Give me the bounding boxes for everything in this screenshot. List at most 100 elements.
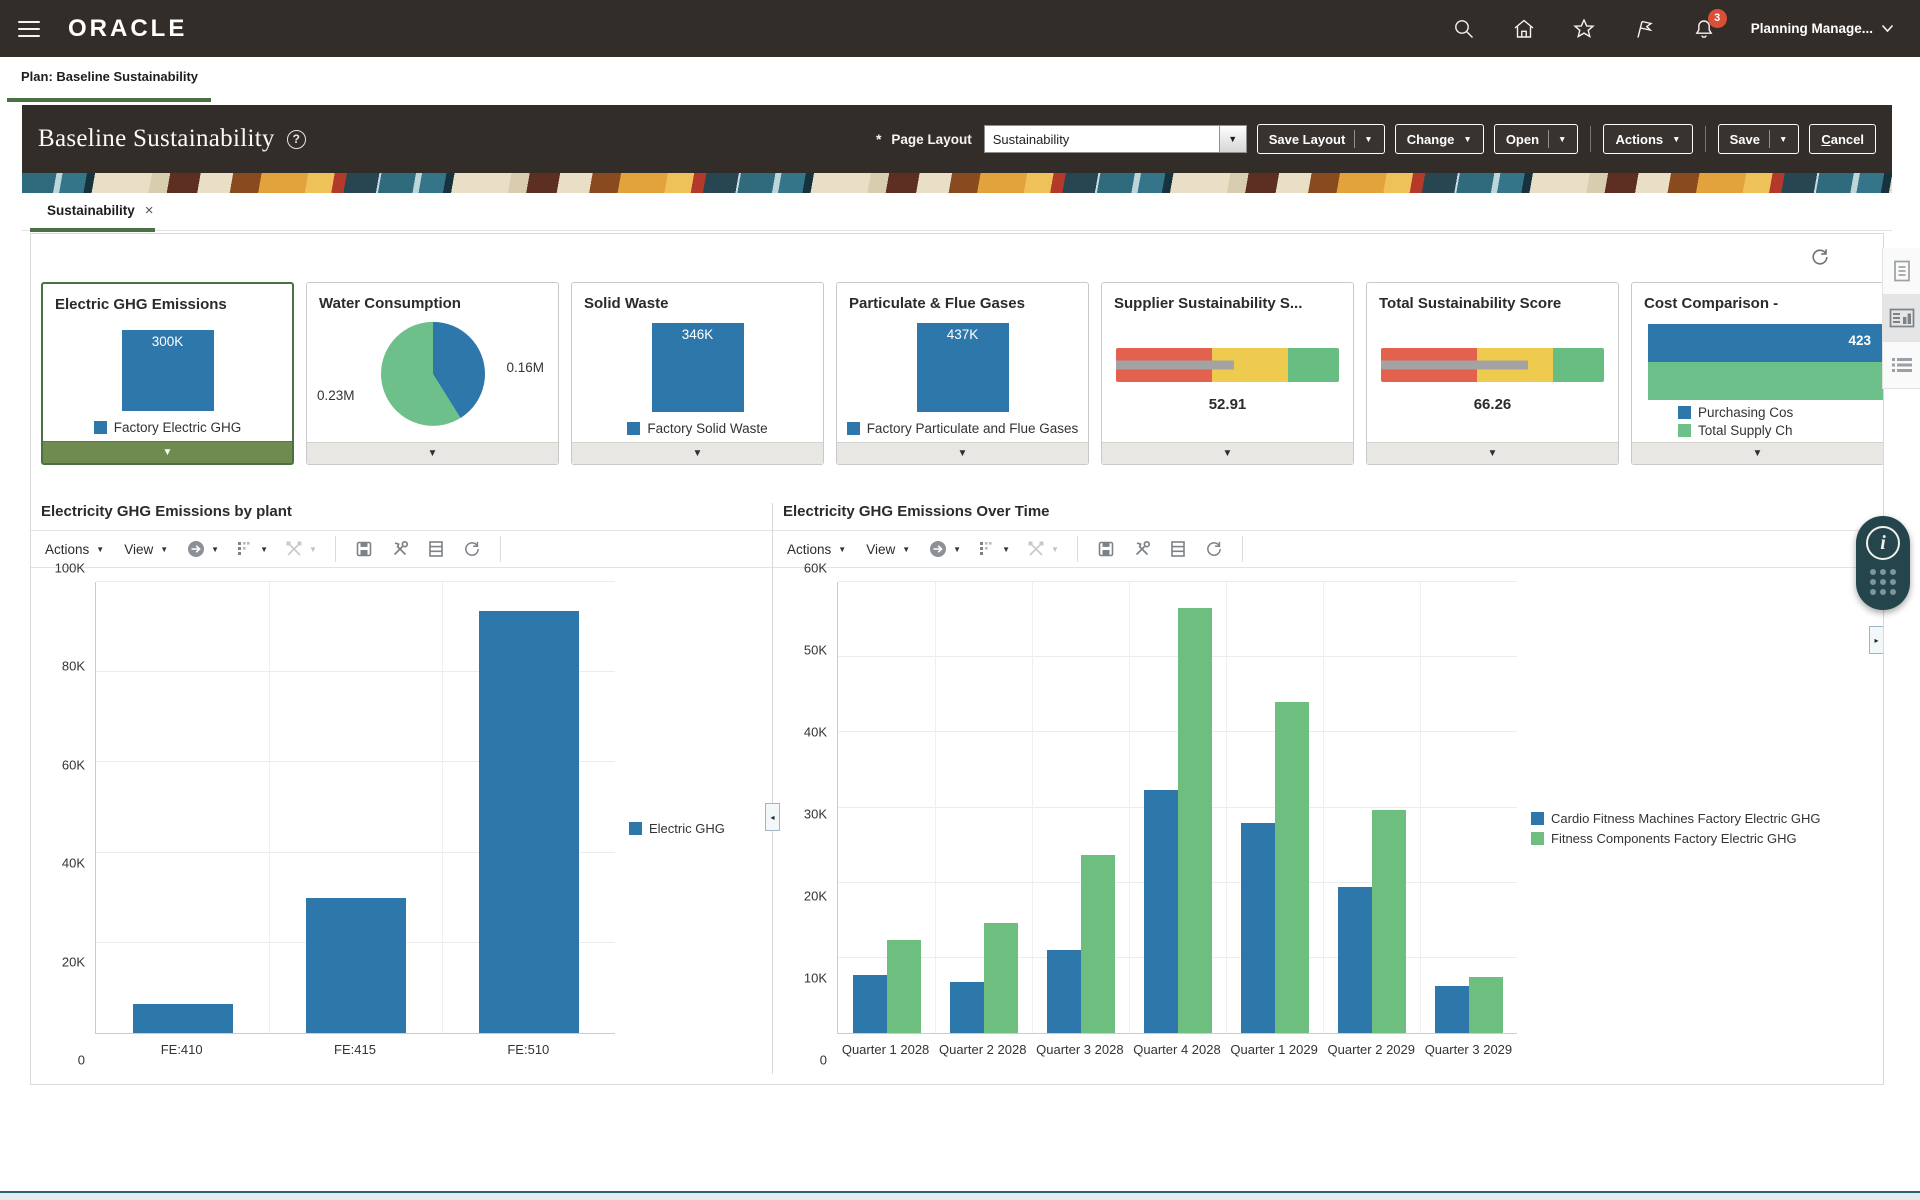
kpi-card-expander[interactable]: ▼ [1367,442,1618,464]
chart-bar[interactable] [305,897,406,1033]
favorites-star-icon[interactable] [1571,16,1597,42]
tab-sustainability[interactable]: Sustainability × [47,202,154,219]
manage-tools-icon[interactable] [1126,535,1158,563]
kpi-card-expander[interactable]: ▼ [837,442,1088,464]
flag-icon[interactable] [1631,16,1657,42]
chart-format-icon[interactable]: ▼ [971,535,1016,563]
view-menu[interactable]: View ▼ [116,538,176,561]
kpi-card-expander[interactable]: ▼ [572,442,823,464]
chart-bar[interactable] [886,939,921,1033]
kpi-card-title: Particulate & Flue Gases [849,295,1025,312]
actions-button[interactable]: Actions ▼ [1603,124,1693,154]
chart-bar[interactable] [1434,986,1469,1033]
save-layout-button[interactable]: Save Layout ▼ [1256,124,1385,154]
plot-area [95,581,615,1034]
horizontal-scrollbar[interactable] [0,1191,1920,1200]
actions-menu[interactable]: Actions ▼ [779,538,854,561]
kpi-card-particulate-flue-gases[interactable]: Particulate & Flue Gases 437K Factory Par… [836,282,1089,465]
navigation-menu-icon[interactable] [18,20,40,37]
mini-bar[interactable]: 346K [651,322,744,412]
save-view-icon[interactable] [348,535,380,563]
close-tab-icon[interactable]: × [144,202,154,219]
manage-tools-icon[interactable] [384,535,416,563]
page-layout-select[interactable]: Sustainability ▼ [983,125,1247,153]
chart-bar[interactable] [1468,977,1503,1033]
help-assistant-widget[interactable]: i [1856,516,1910,610]
legend-entry: Factory Particulate and Flue Gases [846,421,1078,436]
chart-bar[interactable] [983,922,1018,1033]
chart-bar[interactable] [1177,608,1212,1033]
refresh-icon[interactable] [456,535,488,563]
drill-icon[interactable]: ▼ [180,535,225,563]
notifications-bell-icon[interactable]: 3 [1691,8,1727,42]
mini-legend: Factory Electric GHG [43,420,292,435]
mini-bar[interactable]: 300K [121,330,214,411]
chart-bar[interactable] [949,981,984,1033]
workspace-tab-bar: Sustainability × [22,193,1892,232]
chart-bar[interactable] [478,611,579,1033]
gridline [1323,582,1324,1033]
page-layout-dropdown-button[interactable]: ▼ [1219,125,1247,153]
legend-swatch [1531,831,1544,845]
chart-bar[interactable] [852,975,887,1033]
home-icon[interactable] [1511,16,1537,42]
gauge-track[interactable] [1381,348,1604,382]
change-button[interactable]: Change ▼ [1394,124,1484,154]
chart-bar[interactable] [1046,950,1081,1033]
kpi-card-expander[interactable]: ▼ [307,442,558,464]
cancel-button[interactable]: Cancel [1809,124,1876,154]
mini-pie[interactable] [380,321,485,426]
kpi-card-cost-comparison[interactable]: Cost Comparison - 423 Purchasing Cos Total… [1631,282,1883,465]
panel-splitter-handle[interactable]: ◂ [765,803,780,831]
toolbar-separator [1241,536,1243,562]
view-menu[interactable]: View ▼ [858,538,918,561]
legend-swatch [1678,406,1691,419]
x-tick-label: FE:510 [507,1042,550,1057]
mini-hbar[interactable]: 423 [1648,324,1883,362]
chart-bar[interactable] [1080,854,1115,1033]
y-tick-label: 60K [61,757,85,773]
dashboard-view-icon[interactable] [1883,295,1920,342]
chart-bar[interactable] [1337,887,1372,1033]
refresh-icon[interactable] [1198,535,1230,563]
dropdown-caret-icon: ▼ [1672,134,1681,144]
gauge-track[interactable] [1116,348,1339,382]
kpi-card-solid-waste[interactable]: Solid Waste 346K Factory Solid Waste ▼ [571,282,824,465]
x-tick-label: Quarter 3 2029 [1424,1042,1513,1057]
chart-format-icon[interactable]: ▼ [229,535,274,563]
chart-bar[interactable] [1143,790,1178,1033]
actions-menu[interactable]: Actions ▼ [37,538,112,561]
document-view-icon[interactable] [1883,248,1920,295]
help-icon[interactable]: ? [286,129,306,149]
user-menu[interactable]: Planning Manage... [1751,21,1894,36]
refresh-icon[interactable] [1809,246,1831,268]
drill-icon[interactable]: ▼ [922,535,967,563]
decorative-banner [22,173,1892,193]
kpi-card-expander[interactable]: ▼ [1632,442,1883,464]
kpi-card-total-sustainability[interactable]: Total Sustainability Score 66.26 ▼ [1366,282,1619,465]
search-icon[interactable] [1451,16,1477,42]
chart-bar[interactable] [132,1003,233,1033]
mini-bar-plot: 437K [837,318,1088,412]
kpi-card-electric-ghg[interactable]: Electric GHG Emissions 300K Factory Elect… [41,282,294,465]
mini-bar[interactable]: 437K [916,322,1009,412]
plan-tab[interactable]: Plan: Baseline Sustainability [21,69,198,84]
kpi-card-expander[interactable]: ▼ [1102,442,1353,464]
chart-bar[interactable] [1240,822,1275,1033]
caret-down-icon: ▼ [957,447,968,459]
view-table-icon[interactable] [1162,535,1194,563]
view-table-icon[interactable] [420,535,452,563]
gridline [96,851,615,853]
list-view-icon[interactable] [1883,342,1920,389]
mini-hbar[interactable] [1648,362,1883,400]
kpi-card-water-consumption[interactable]: Water Consumption 0.16M 0.23M ▼ [306,282,559,465]
save-button[interactable]: Save ▼ [1717,124,1800,154]
kpi-card-supplier-sustainability[interactable]: Supplier Sustainability S... 52.91 ▼ [1101,282,1354,465]
kpi-card-expander[interactable]: ▼ [43,441,292,463]
open-button[interactable]: Open ▼ [1493,124,1579,154]
chart-bar[interactable] [1371,809,1406,1033]
panel-splitter-handle[interactable]: ▸ [1869,626,1883,654]
legend-label: Total Supply Ch [1698,423,1793,438]
chart-bar[interactable] [1274,702,1309,1033]
save-view-icon[interactable] [1090,535,1122,563]
